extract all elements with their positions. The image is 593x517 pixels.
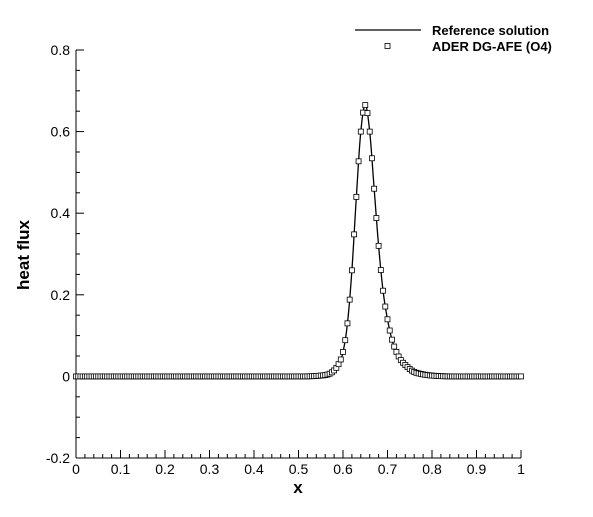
x-axis-label: x bbox=[293, 478, 303, 497]
y-tick-label: 0.4 bbox=[51, 205, 71, 221]
ader-marker bbox=[337, 356, 344, 363]
ader-marker bbox=[384, 316, 391, 323]
ader-marker bbox=[389, 336, 395, 343]
x-tick-label: 0 bbox=[72, 461, 80, 477]
y-axis-label: heat flux bbox=[14, 220, 33, 290]
legend-marker-swatch bbox=[384, 43, 391, 49]
legend: Reference solution ADER DG-AFE (O4) bbox=[355, 23, 552, 54]
ader-markers bbox=[73, 102, 524, 380]
ader-marker bbox=[377, 267, 384, 273]
ader-marker bbox=[342, 337, 349, 344]
ader-marker bbox=[366, 128, 373, 135]
y-tick-label: 0.6 bbox=[51, 124, 71, 140]
x-tick-label: 0.5 bbox=[289, 461, 309, 477]
x-tick-label: 0.1 bbox=[111, 461, 131, 477]
x-tick-label: 0.4 bbox=[244, 461, 264, 477]
legend-label-ader: ADER DG-AFE (O4) bbox=[432, 39, 552, 54]
y-tick-label: 0.2 bbox=[51, 287, 71, 303]
ader-marker bbox=[346, 296, 353, 303]
x-tick-label: 0.6 bbox=[333, 461, 353, 477]
legend-label-reference: Reference solution bbox=[432, 23, 549, 38]
axes bbox=[75, 50, 521, 459]
y-tick-label: 0.8 bbox=[51, 42, 71, 58]
ader-marker bbox=[344, 320, 351, 327]
x-tick-label: 0.2 bbox=[155, 461, 175, 477]
reference-solution-line bbox=[76, 104, 521, 378]
ader-marker bbox=[335, 361, 342, 368]
ader-marker bbox=[375, 242, 382, 249]
x-tick-label: 0.8 bbox=[422, 461, 442, 477]
x-tick-label: 1 bbox=[517, 461, 525, 477]
ader-marker bbox=[369, 155, 375, 162]
ader-marker bbox=[386, 327, 393, 334]
ader-marker bbox=[371, 185, 378, 192]
x-tick-label: 0.9 bbox=[467, 461, 487, 477]
ader-marker bbox=[518, 373, 524, 380]
y-tick-label: -0.2 bbox=[46, 450, 70, 466]
x-tick-label: 0.7 bbox=[378, 461, 398, 477]
ader-marker bbox=[351, 231, 358, 238]
plot-area bbox=[73, 102, 524, 380]
ader-marker bbox=[380, 287, 386, 294]
x-ticks: 0 0.1 0.2 0.3 0.4 0.5 0.6 0.7 0.8 0.9 1 bbox=[72, 450, 525, 477]
y-ticks: -0.2 0 0.2 0.4 0.6 0.8 bbox=[46, 42, 84, 466]
ader-marker bbox=[362, 102, 369, 108]
ader-marker bbox=[364, 110, 371, 117]
ader-marker bbox=[357, 128, 364, 135]
ader-marker bbox=[348, 267, 355, 274]
ader-marker bbox=[373, 215, 380, 221]
ader-marker bbox=[382, 303, 389, 310]
ader-marker bbox=[391, 343, 398, 350]
y-tick-label: 0 bbox=[62, 368, 70, 384]
ader-marker bbox=[353, 193, 360, 200]
x-tick-label: 0.3 bbox=[200, 461, 220, 477]
ader-marker bbox=[340, 349, 346, 355]
ader-marker bbox=[355, 158, 362, 165]
